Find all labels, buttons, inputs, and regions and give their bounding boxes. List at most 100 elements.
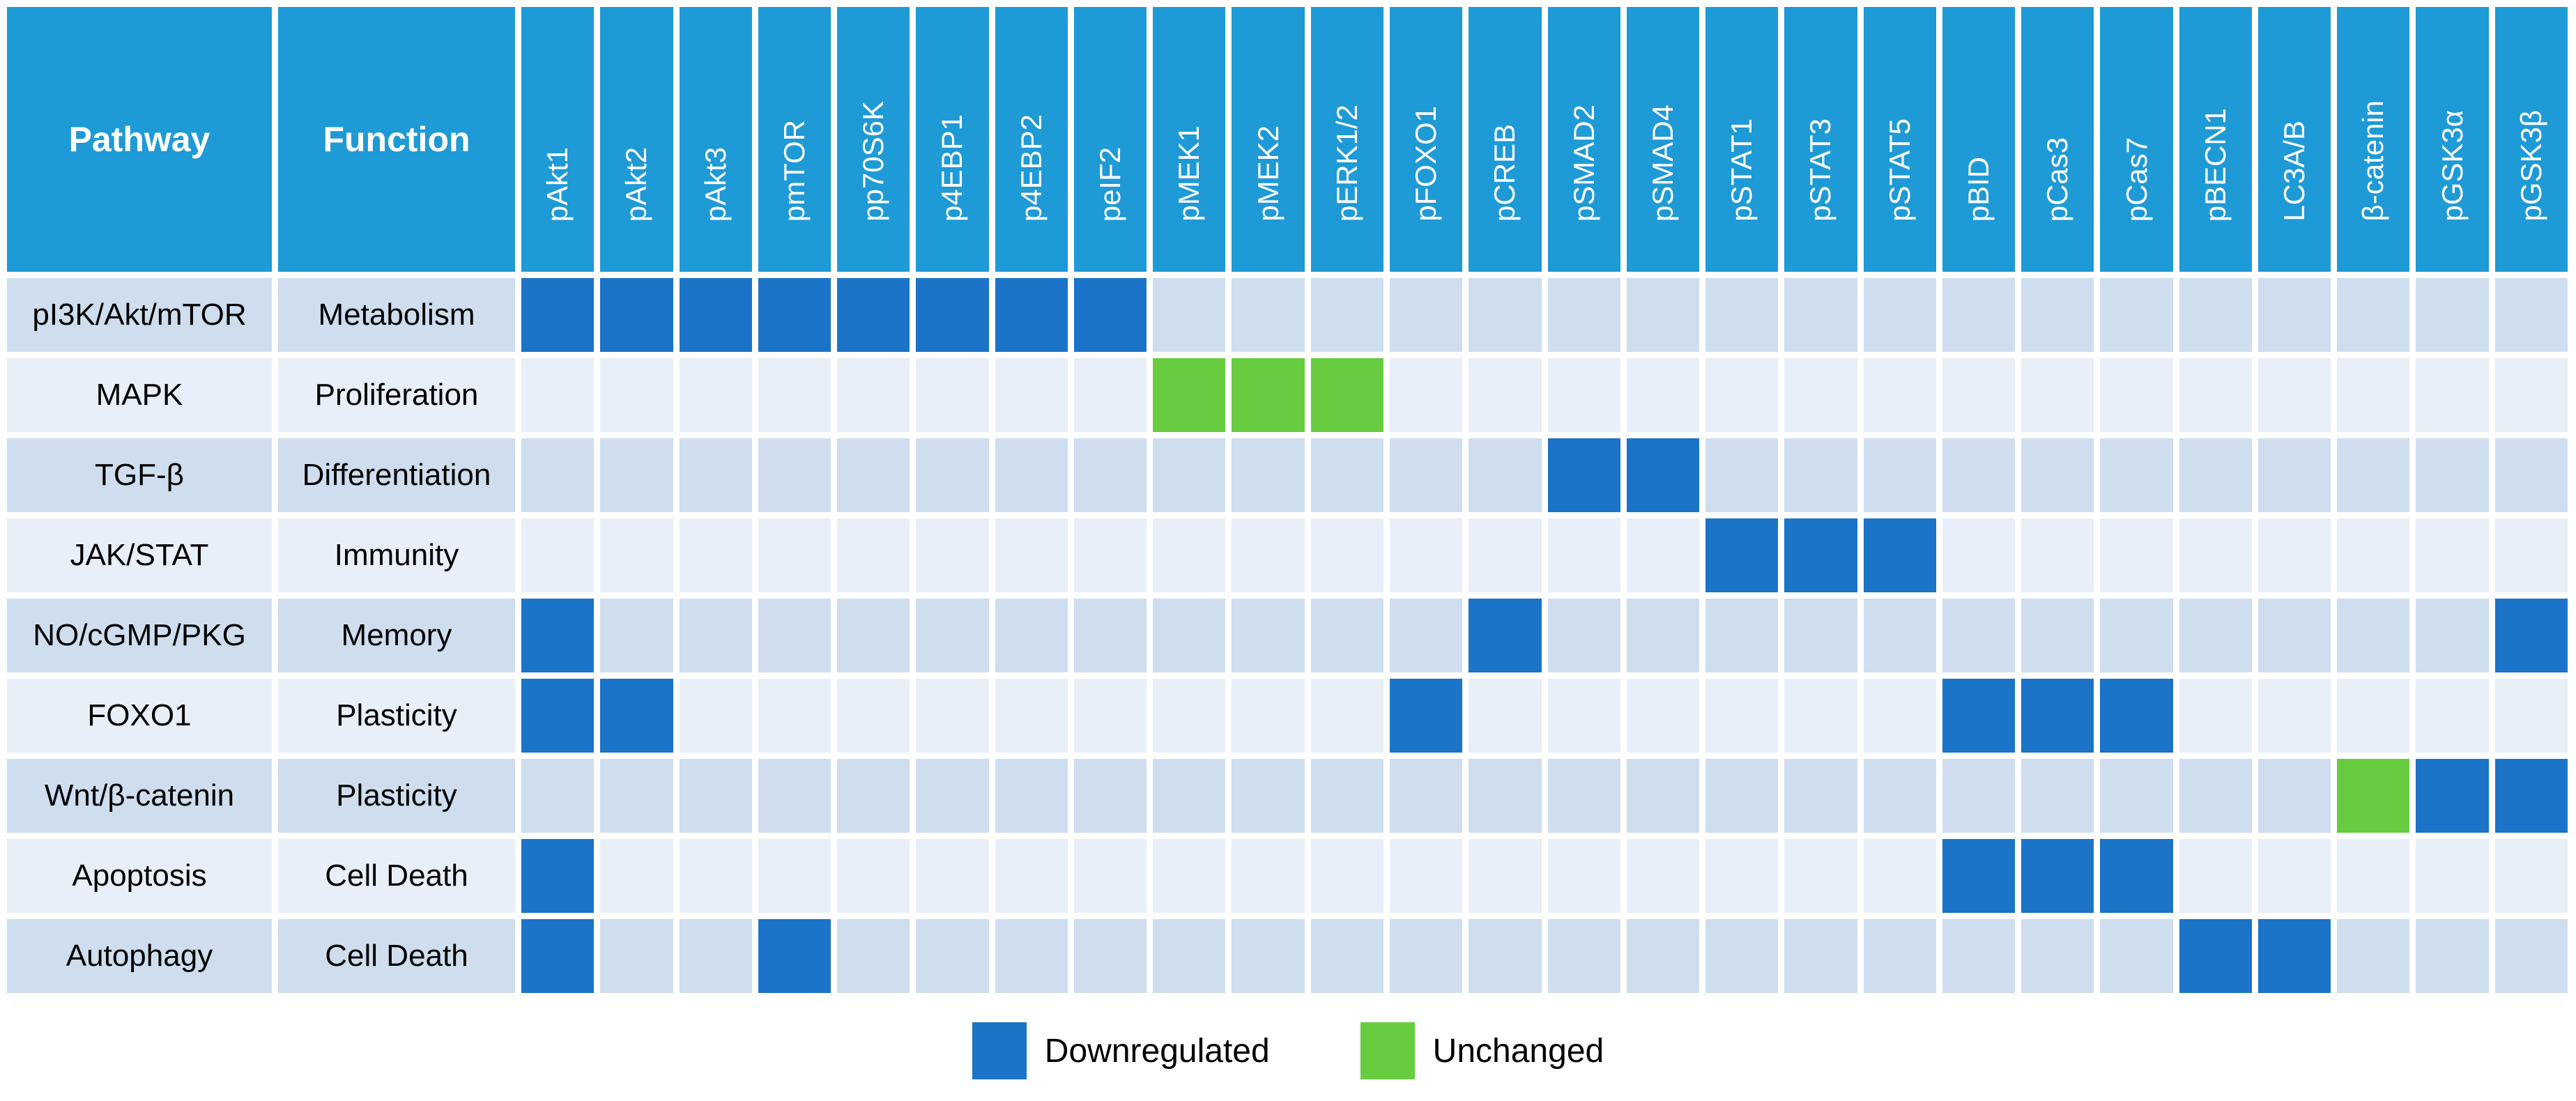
cell-jak-stat-pakt3-none (679, 518, 752, 592)
legend: Downregulated Unchanged (0, 1022, 2576, 1079)
legend-item-unchanged: Unchanged (1360, 1022, 1604, 1079)
cell-mapk-catenin-none (2337, 358, 2410, 432)
cell-wnt-catenin-pakt3-none (679, 759, 752, 833)
column-header-label: p4EBP1 (935, 114, 969, 222)
cell-apoptosis-pakt3-none (679, 839, 752, 913)
cell-no-cgmp-pkg-pmtor-none (758, 599, 831, 672)
cell-pi3k-akt-mtor-pgsk3-none (2416, 278, 2489, 352)
cell-mapk-psmad4-none (1626, 358, 1700, 432)
cell-autophagy-pcas3-none (2021, 919, 2094, 993)
cell-foxo1-pcreb-none (1469, 679, 1542, 753)
column-header-label: pBID (1961, 156, 1995, 222)
cell-foxo1-pbid-downregulated (1942, 679, 2016, 753)
cell-foxo1-pmek1-none (1153, 679, 1226, 753)
cell-wnt-catenin-pakt1-none (521, 759, 595, 833)
function-label-wnt-catenin: Plasticity (278, 759, 515, 833)
legend-label-downregulated: Downregulated (1044, 1032, 1270, 1070)
cell-apoptosis-peif2-none (1073, 839, 1147, 913)
cell-mapk-pakt3-none (679, 358, 752, 432)
cell-jak-stat-catenin-none (2337, 518, 2410, 592)
column-header-label: pBECN1 (2198, 107, 2232, 222)
cell-pi3k-akt-mtor-pakt3-downregulated (679, 278, 752, 352)
cell-pi3k-akt-mtor-p4ebp2-downregulated (995, 278, 1068, 352)
cell-foxo1-pp70s6k-none (837, 679, 910, 753)
column-header-label: pSMAD4 (1646, 104, 1679, 222)
cell-tgf-catenin-none (2337, 438, 2410, 512)
cell-tgf-pakt3-none (679, 438, 752, 512)
cell-foxo1-catenin-none (2337, 679, 2410, 753)
cell-no-cgmp-pkg-pbecn1-none (2179, 599, 2252, 672)
cell-autophagy-pbecn1-downregulated (2179, 919, 2252, 993)
column-header-pakt3: pAkt3 (679, 7, 752, 272)
column-header-pmek2: pMEK2 (1232, 7, 1305, 272)
cell-apoptosis-lc3a-b-none (2257, 839, 2331, 913)
cell-tgf-pcas3-none (2021, 438, 2094, 512)
cell-jak-stat-pakt1-none (521, 518, 595, 592)
cell-no-cgmp-pkg-catenin-none (2337, 599, 2410, 672)
column-header-label: pMEK2 (1251, 125, 1285, 222)
cell-pi3k-akt-mtor-perk1-2-none (1310, 278, 1383, 352)
legend-item-downregulated: Downregulated (972, 1022, 1270, 1079)
pathway-label-jak-stat: JAK/STAT (7, 518, 272, 592)
pathway-label-foxo1: FOXO1 (7, 679, 272, 753)
column-header-label: pmTOR (777, 119, 811, 222)
cell-jak-stat-pgsk3-none (2494, 518, 2568, 592)
cell-jak-stat-psmad4-none (1626, 518, 1700, 592)
cell-no-cgmp-pkg-peif2-none (1073, 599, 1147, 672)
heatmap-table: Pathway Function pAkt1 pAkt2 pAkt3 pmTOR pp7… (7, 7, 2568, 993)
cell-foxo1-p4ebp1-none (916, 679, 989, 753)
cell-mapk-pmtor-none (758, 358, 831, 432)
cell-tgf-psmad2-downregulated (1547, 438, 1620, 512)
cell-no-cgmp-pkg-p4ebp2-none (995, 599, 1068, 672)
cell-wnt-catenin-pstat5-none (1863, 759, 1936, 833)
cell-foxo1-peif2-none (1073, 679, 1147, 753)
cell-wnt-catenin-pgsk3-downregulated (2416, 759, 2489, 833)
function-label-no-cgmp-pkg: Memory (278, 599, 515, 672)
cell-wnt-catenin-pp70s6k-none (837, 759, 910, 833)
cell-no-cgmp-pkg-pakt1-downregulated (521, 599, 595, 672)
cell-mapk-pbid-none (1942, 358, 2016, 432)
column-header-p4ebp2: p4EBP2 (995, 7, 1068, 272)
cell-autophagy-psmad2-none (1547, 919, 1620, 993)
legend-swatch-unchanged (1360, 1022, 1415, 1079)
cell-jak-stat-pbecn1-none (2179, 518, 2252, 592)
cell-mapk-pakt2-none (600, 358, 673, 432)
cell-tgf-pfoxo1-none (1389, 438, 1463, 512)
cell-apoptosis-pgsk3-none (2494, 839, 2568, 913)
cell-no-cgmp-pkg-pstat1-none (1705, 599, 1779, 672)
cell-autophagy-peif2-none (1073, 919, 1147, 993)
cell-jak-stat-pstat3-downregulated (1784, 518, 1857, 592)
cell-mapk-pakt1-none (521, 358, 595, 432)
column-header-pmek1: pMEK1 (1153, 7, 1226, 272)
column-header-pgsk3: pGSK3α (2416, 7, 2489, 272)
cell-wnt-catenin-lc3a-b-none (2257, 759, 2331, 833)
cell-tgf-pstat3-none (1784, 438, 1857, 512)
cell-no-cgmp-pkg-pp70s6k-none (837, 599, 910, 672)
cell-apoptosis-pstat3-none (1784, 839, 1857, 913)
cell-no-cgmp-pkg-pfoxo1-none (1389, 599, 1463, 672)
cell-apoptosis-pstat1-none (1705, 839, 1779, 913)
cell-pi3k-akt-mtor-pstat3-none (1784, 278, 1857, 352)
cell-wnt-catenin-p4ebp1-none (916, 759, 989, 833)
cell-pi3k-akt-mtor-pakt1-downregulated (521, 278, 595, 352)
cell-jak-stat-lc3a-b-none (2257, 518, 2331, 592)
pathway-label-autophagy: Autophagy (7, 919, 272, 993)
column-header-catenin: β-catenin (2337, 7, 2410, 272)
cell-apoptosis-perk1-2-none (1310, 839, 1383, 913)
function-label-mapk: Proliferation (278, 358, 515, 432)
cell-foxo1-p4ebp2-none (995, 679, 1068, 753)
column-header-label: pSTAT3 (1804, 118, 1837, 222)
cell-apoptosis-pmek2-none (1232, 839, 1305, 913)
cell-foxo1-lc3a-b-none (2257, 679, 2331, 753)
column-header-perk1-2: pERK1/2 (1310, 7, 1383, 272)
column-header-label: pAkt1 (541, 146, 574, 222)
cell-jak-stat-pcas3-none (2021, 518, 2094, 592)
cell-autophagy-pmtor-downregulated (758, 919, 831, 993)
cell-mapk-pp70s6k-none (837, 358, 910, 432)
pathway-label-pi3k-akt-mtor: pI3K/Akt/mTOR (7, 278, 272, 352)
cell-tgf-pstat5-none (1863, 438, 1936, 512)
cell-apoptosis-catenin-none (2337, 839, 2410, 913)
cell-autophagy-psmad4-none (1626, 919, 1700, 993)
cell-jak-stat-pfoxo1-none (1389, 518, 1463, 592)
